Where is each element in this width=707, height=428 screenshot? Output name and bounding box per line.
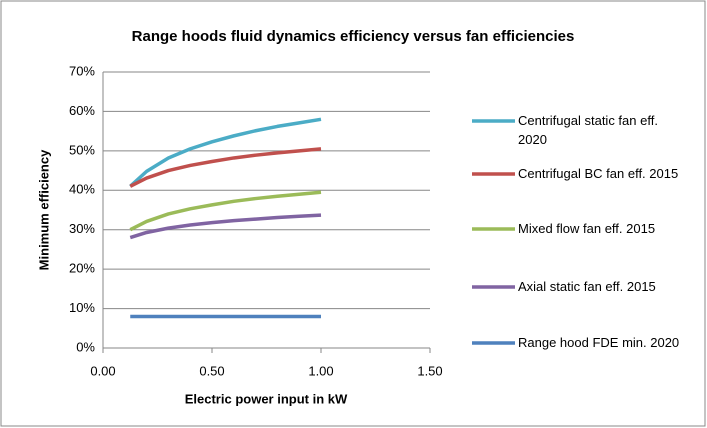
y-tick-label: 50%	[69, 142, 95, 157]
chart-title: Range hoods fluid dynamics efficiency ve…	[132, 28, 575, 45]
y-tick-label: 30%	[69, 221, 95, 236]
x-tick-label: 1.50	[417, 363, 442, 378]
x-axis-title: Electric power input in kW	[185, 391, 348, 406]
legend-label: Centrifugal static fan eff. 2020	[518, 113, 658, 147]
legend-label: Mixed flow fan eff. 2015	[518, 221, 656, 236]
y-tick-label: 60%	[69, 103, 95, 118]
legend-label: Centrifugal BC fan eff. 2015	[518, 166, 679, 181]
series-line	[129, 190, 322, 232]
y-tick-label: 40%	[69, 182, 95, 197]
x-tick-label: 0.00	[90, 363, 115, 378]
legend-label: Axial static fan eff. 2015	[518, 279, 656, 294]
y-tick-label: 70%	[69, 63, 95, 78]
series-line	[129, 213, 322, 240]
x-tick-label: 1.00	[308, 363, 333, 378]
x-tick-label: 0.50	[199, 363, 224, 378]
series-line	[129, 147, 322, 188]
y-axis-title: Minimum efficiency	[36, 149, 51, 270]
legend-label: Range hood FDE min. 2020	[518, 335, 680, 350]
y-tick-label: 0%	[76, 339, 95, 354]
y-tick-label: 10%	[69, 300, 95, 315]
y-tick-label: 20%	[69, 261, 95, 276]
series-line	[129, 117, 322, 188]
